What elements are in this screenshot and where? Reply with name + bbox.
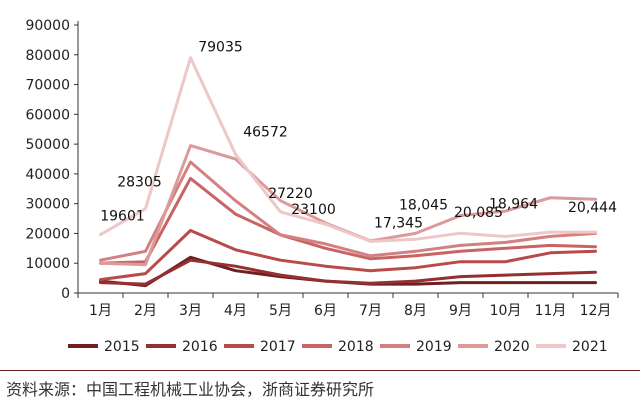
y-tick-label: 90000	[25, 18, 70, 34]
legend-label-2019: 2019	[416, 339, 452, 355]
y-tick-label: 60000	[25, 107, 70, 123]
legend-label-2016: 2016	[182, 339, 218, 355]
x-tick-label: 11月	[535, 303, 567, 319]
y-tick-label: 20000	[25, 226, 70, 242]
x-tick-label: 7月	[359, 303, 382, 319]
series-line-2017	[99, 229, 597, 282]
x-tick-label: 2月	[134, 303, 157, 319]
data-label: 79035	[198, 40, 243, 56]
legend: 2015 2016 2017 2018 2019 2020 2021	[68, 339, 608, 355]
x-tick-label: 10月	[490, 303, 522, 319]
x-tick-label: 4月	[224, 303, 247, 319]
legend-label-2021: 2021	[572, 339, 608, 355]
x-tick-label: 5月	[269, 303, 292, 319]
data-label: 18,045	[399, 197, 448, 213]
legend-label-2018: 2018	[338, 339, 374, 355]
x-tick-label: 3月	[179, 303, 202, 319]
data-label: 20,444	[568, 200, 617, 216]
x-tick-label: 6月	[314, 303, 337, 319]
series-line-2018	[99, 176, 597, 265]
legend-label-2020: 2020	[494, 339, 530, 355]
series-line-2021	[99, 56, 597, 243]
source-note: 资料来源：中国工程机械工业协会，浙商证券研究所	[6, 380, 375, 399]
series-line-2016	[99, 258, 597, 286]
y-tick-label: 30000	[25, 197, 70, 213]
y-tick-label: 50000	[25, 137, 70, 153]
data-label: 19601	[100, 209, 145, 225]
data-label: 46572	[243, 124, 288, 140]
data-label: 23100	[291, 202, 336, 218]
data-label: 18,964	[489, 197, 538, 213]
line-chart: 0 10000 20000 30000 40000 50000 60000 70000 8000…	[25, 18, 619, 355]
y-tick-label: 80000	[25, 48, 70, 64]
x-axis: 1月 2月 3月 4月 5月 6月 7月 8月 9月 10月 11月 12月	[77, 292, 619, 319]
data-label: 17,345	[374, 215, 423, 231]
y-tick-label: 70000	[25, 78, 70, 94]
data-label: 20,085	[454, 205, 503, 221]
x-tick-label: 8月	[404, 303, 427, 319]
y-tick-label: 40000	[25, 167, 70, 183]
series-layer	[99, 56, 597, 288]
y-tick-label: 0	[61, 286, 70, 302]
series-line-2019	[99, 160, 597, 262]
data-label: 27220	[268, 186, 313, 202]
data-label: 28305	[117, 175, 162, 191]
x-tick-label: 9月	[449, 303, 472, 319]
legend-label-2015: 2015	[104, 339, 140, 355]
divider-line	[0, 370, 640, 371]
y-axis: 0 10000 20000 30000 40000 50000 60000 70000 8000…	[25, 18, 79, 302]
x-tick-label: 12月	[580, 303, 612, 319]
legend-label-2017: 2017	[260, 339, 296, 355]
y-tick-label: 10000	[25, 256, 70, 272]
x-tick-label: 1月	[89, 303, 112, 319]
